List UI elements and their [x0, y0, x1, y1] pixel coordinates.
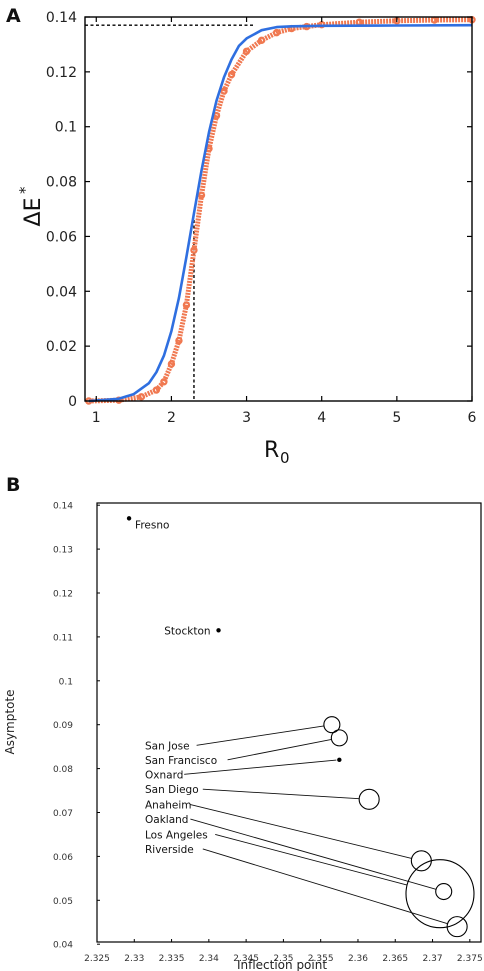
y-tick-label: 0.08: [46, 175, 77, 191]
panel-label-b: B: [6, 474, 20, 496]
y-tick-label: 0.02: [46, 339, 77, 355]
plot-frame: [84, 16, 473, 402]
scatter-point-dot: [216, 628, 221, 633]
y-tick-label: 0.06: [53, 853, 73, 863]
y-axis-label: Asymptote: [3, 689, 17, 754]
plot-frame: [96, 502, 482, 943]
point-label: San Francisco: [145, 755, 217, 767]
y-tick-label: 0.07: [53, 809, 73, 819]
y-tick-label: 0.11: [53, 633, 73, 643]
x-axis-label: Inflection point: [237, 958, 327, 971]
y-tick-label: 0.13: [53, 546, 73, 556]
x-tick-label: 4: [317, 410, 326, 426]
simulated-series-line: [88, 17, 473, 404]
x-tick-label: 1: [92, 410, 101, 426]
x-tick-label: 2.365: [382, 954, 408, 964]
leader-line: [190, 818, 437, 890]
x-tick-label: 2.37: [423, 954, 443, 964]
y-tick-label: 0: [68, 394, 77, 410]
scatter-point-circle: [323, 716, 341, 734]
scatter-point-circle: [435, 882, 453, 901]
x-axis-label-subscript: 0: [280, 449, 290, 467]
y-tick-label: 0.12: [46, 65, 77, 81]
scatter-point-circle: [405, 859, 475, 929]
x-tick-label: 6: [468, 410, 477, 426]
scatter-point-dot: [337, 757, 342, 763]
y-axis-label-group: ΔE *: [16, 186, 46, 226]
y-tick-label: 0.04: [46, 284, 77, 300]
leader-line: [190, 804, 412, 859]
point-label: Los Angeles: [145, 829, 208, 841]
x-tick-label: 2.35: [273, 954, 293, 964]
y-tick-label: 0.04: [53, 941, 73, 951]
x-tick-label: 5: [392, 410, 401, 426]
point-label: Fresno: [135, 519, 169, 531]
y-tick-label: 0.14: [46, 10, 77, 26]
scatter-point-dot: [126, 516, 132, 521]
fitted-curve-line: [88, 23, 473, 403]
leader-line: [196, 725, 325, 746]
leader-line: [215, 834, 408, 886]
y-tick-label: 0.12: [53, 589, 73, 599]
scatter-point-circle: [410, 850, 432, 872]
scatter-point-circle: [330, 729, 348, 747]
x-tick-label: 2.325: [84, 954, 110, 964]
x-tick-label: 2.36: [348, 954, 368, 964]
x-tick-label: 3: [242, 410, 251, 426]
leader-line: [184, 759, 337, 775]
x-tick-label: 2.33: [124, 954, 144, 964]
leader-line: [202, 848, 448, 925]
point-label: Riverside: [145, 844, 194, 856]
x-tick-label: 2.375: [457, 954, 483, 964]
x-tick-label: 2.34: [199, 954, 219, 964]
scatter-point-circle: [446, 916, 468, 938]
y-tick-label: 0.06: [46, 229, 77, 245]
y-axis-label: ΔE: [21, 198, 46, 227]
y-tick-label: 0.14: [53, 502, 73, 512]
y-axis-label-superscript: *: [16, 186, 34, 194]
x-tick-label: 2.345: [233, 954, 259, 964]
y-tick-label: 0.1: [59, 677, 73, 687]
point-label: Anaheim: [145, 800, 192, 812]
x-axis-label: R: [264, 438, 279, 463]
x-tick-label: 2: [167, 410, 176, 426]
point-label: Oakland: [145, 814, 188, 826]
y-tick-label: 0.08: [53, 765, 73, 775]
point-label: San Diego: [145, 784, 199, 796]
y-tick-label: 0.09: [53, 721, 73, 731]
y-tick-label: 0.1: [55, 120, 77, 136]
point-label: Oxnard: [145, 769, 183, 781]
point-label: Stockton: [164, 625, 210, 637]
panel-label-a: A: [6, 5, 21, 27]
chart-panel-b: 0.04 0.05 0.06 0.07 0.08 0.09 0.1 0.11 0.12 0.13 0…: [3, 502, 483, 971]
y-tick-label: 0.05: [53, 897, 73, 907]
chart-panel-a: 00.020.040.060.080.10.120.141 2 3 4 5 6R 0ΔE*: [16, 10, 477, 467]
scatter-point-circle: [358, 788, 380, 810]
leader-line: [227, 738, 332, 761]
x-tick-label: 2.355: [308, 954, 334, 964]
point-label: San Jose: [145, 740, 190, 752]
x-tick-label: 2.335: [159, 954, 185, 964]
leader-line: [202, 788, 360, 800]
